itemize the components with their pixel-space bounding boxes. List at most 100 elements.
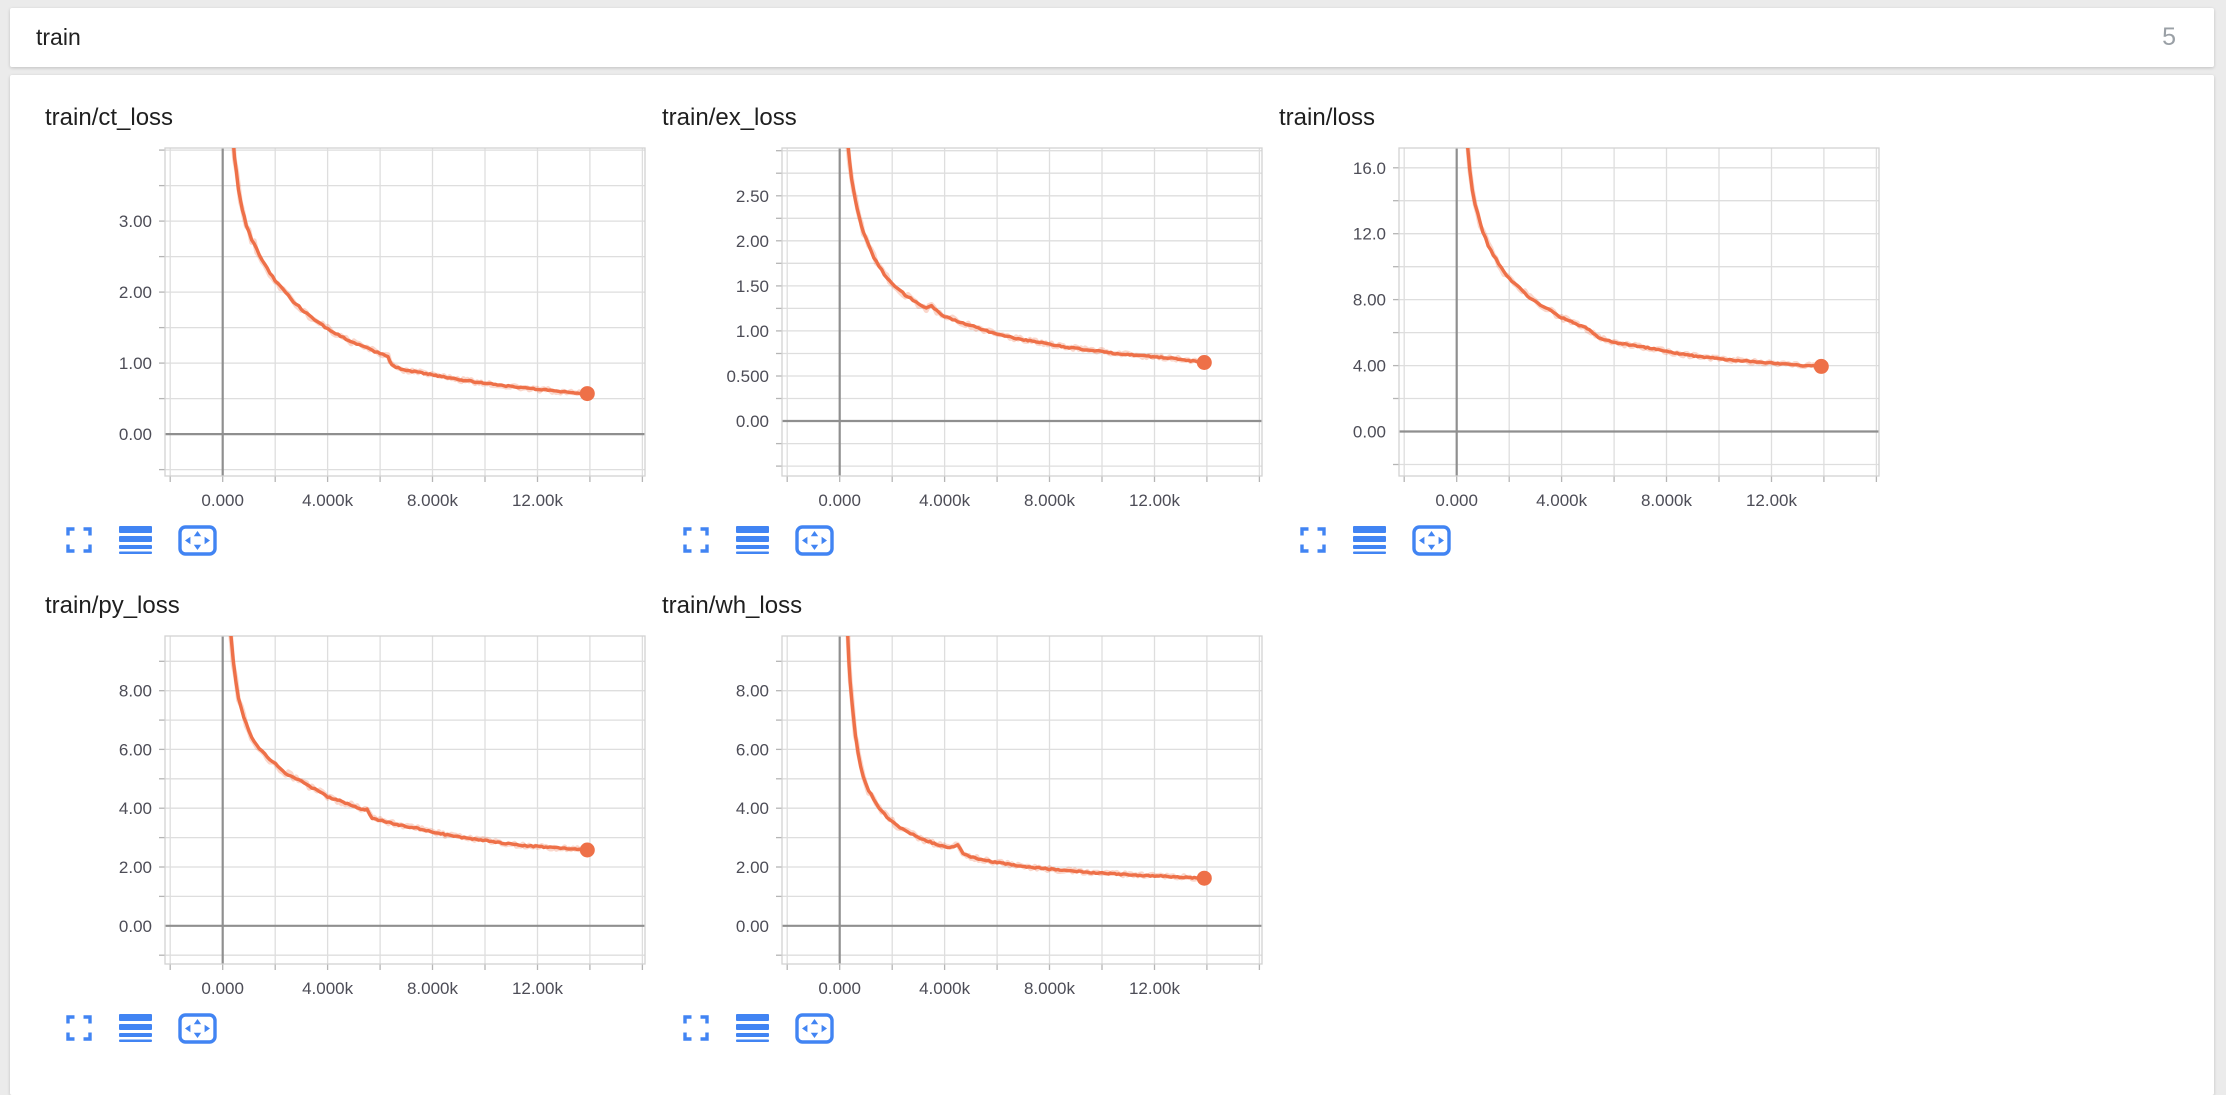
scalar-chart-card: train/wh_loss 0.00 2.00 4.00 6.00 8.00 0.000 4.… xyxy=(662,591,1279,1079)
svg-text:0.000: 0.000 xyxy=(201,979,244,998)
expand-chart-button[interactable] xyxy=(1299,526,1327,554)
scalar-chart-card: train/py_loss 0.00 2.00 4.00 6.00 8.00 0.000 4.… xyxy=(45,591,662,1079)
expand-icon xyxy=(683,1015,709,1041)
svg-text:4.00: 4.00 xyxy=(736,799,769,818)
loss-chart-plot[interactable]: 0.00 4.00 8.00 12.0 16.0 0.000 4.000k 8.000k 12.… xyxy=(1279,139,1887,516)
chart-title: train/ex_loss xyxy=(662,104,797,131)
log-scale-button[interactable] xyxy=(1353,526,1386,554)
fit-domain-button[interactable] xyxy=(795,1012,834,1044)
svg-text:2.00: 2.00 xyxy=(736,858,769,877)
chart-title: train/loss xyxy=(1279,104,1376,131)
svg-text:4.000k: 4.000k xyxy=(302,491,354,510)
svg-text:0.00: 0.00 xyxy=(736,917,769,936)
svg-text:1.00: 1.00 xyxy=(736,322,769,341)
expand-icon xyxy=(683,527,709,553)
chart-toolbar xyxy=(662,522,1279,558)
scalar-chart-card: train/loss 0.00 4.00 8.00 12.0 16.0 0.000 4.000… xyxy=(1279,103,1896,591)
fit-domain-button[interactable] xyxy=(1412,524,1451,556)
svg-text:8.000k: 8.000k xyxy=(407,491,459,510)
svg-text:3.00: 3.00 xyxy=(119,212,152,231)
svg-text:0.500: 0.500 xyxy=(726,367,769,386)
svg-text:4.000k: 4.000k xyxy=(1536,491,1588,510)
svg-text:8.000k: 8.000k xyxy=(1024,491,1076,510)
svg-text:0.000: 0.000 xyxy=(201,491,244,510)
chart-toolbar xyxy=(45,1010,662,1046)
expand-icon xyxy=(66,527,92,553)
log-scale-icon xyxy=(1353,526,1386,554)
expand-icon xyxy=(66,1015,92,1041)
expand-chart-button[interactable] xyxy=(65,526,93,554)
svg-text:8.000k: 8.000k xyxy=(1641,491,1693,510)
fit-domain-button[interactable] xyxy=(178,524,217,556)
log-scale-icon xyxy=(736,526,769,554)
svg-text:12.00k: 12.00k xyxy=(512,979,564,998)
svg-text:12.00k: 12.00k xyxy=(1746,491,1798,510)
svg-text:12.00k: 12.00k xyxy=(1129,491,1181,510)
fit-domain-button[interactable] xyxy=(178,1012,217,1044)
log-scale-button[interactable] xyxy=(736,1014,769,1042)
svg-text:8.000k: 8.000k xyxy=(1024,979,1076,998)
log-scale-button[interactable] xyxy=(736,526,769,554)
svg-text:0.00: 0.00 xyxy=(736,412,769,431)
svg-text:0.000: 0.000 xyxy=(818,979,861,998)
svg-text:4.000k: 4.000k xyxy=(919,491,971,510)
loss-chart-plot[interactable]: 0.00 2.00 4.00 6.00 8.00 0.000 4.000k 8.000k 12.… xyxy=(662,627,1270,1004)
chart-count-badge: 5 xyxy=(2162,23,2176,51)
svg-text:1.50: 1.50 xyxy=(736,277,769,296)
svg-text:4.000k: 4.000k xyxy=(919,979,971,998)
svg-text:0.00: 0.00 xyxy=(1353,423,1386,442)
expand-chart-button[interactable] xyxy=(65,1014,93,1042)
svg-text:0.000: 0.000 xyxy=(1435,491,1478,510)
fit-domain-button[interactable] xyxy=(795,524,834,556)
svg-text:8.000k: 8.000k xyxy=(407,979,459,998)
chart-toolbar xyxy=(1279,522,1896,558)
charts-grid: train/ct_loss 0.00 1.00 2.00 3.00 0.000 4.000k… xyxy=(45,103,2214,1079)
last-point-marker xyxy=(1196,870,1212,886)
svg-text:0.000: 0.000 xyxy=(818,491,861,510)
svg-text:8.00: 8.00 xyxy=(736,682,769,701)
svg-text:8.00: 8.00 xyxy=(1353,291,1386,310)
loss-chart-plot[interactable]: 0.00 0.500 1.00 1.50 2.00 2.50 0.000 4.000k 8.00… xyxy=(662,139,1270,516)
svg-text:2.00: 2.00 xyxy=(736,232,769,251)
svg-text:16.0: 16.0 xyxy=(1353,159,1386,178)
chart-title: train/py_loss xyxy=(45,592,180,619)
scalar-chart-card: train/ex_loss 0.00 0.500 1.00 1.50 2.00 2.50 0.… xyxy=(662,103,1279,591)
log-scale-icon xyxy=(736,1014,769,1042)
chart-toolbar xyxy=(662,1010,1279,1046)
log-scale-button[interactable] xyxy=(119,1014,152,1042)
log-scale-icon xyxy=(119,526,152,554)
svg-text:6.00: 6.00 xyxy=(736,740,769,759)
svg-text:4.000k: 4.000k xyxy=(302,979,354,998)
fit-domain-icon xyxy=(795,524,834,556)
expand-icon xyxy=(1300,527,1326,553)
last-point-marker xyxy=(1813,358,1829,374)
loss-chart-plot[interactable]: 0.00 1.00 2.00 3.00 0.000 4.000k 8.000k 12.00k xyxy=(45,139,653,516)
loss-chart-plot[interactable]: 0.00 2.00 4.00 6.00 8.00 0.000 4.000k 8.000k 12.… xyxy=(45,627,653,1004)
last-point-marker xyxy=(579,386,595,402)
expand-chart-button[interactable] xyxy=(682,526,710,554)
svg-text:2.00: 2.00 xyxy=(119,858,152,877)
last-point-marker xyxy=(1196,355,1212,370)
svg-text:6.00: 6.00 xyxy=(119,740,152,759)
svg-text:4.00: 4.00 xyxy=(119,799,152,818)
svg-text:1.00: 1.00 xyxy=(119,354,152,373)
fit-domain-icon xyxy=(178,1012,217,1044)
section-content-card: train/ct_loss 0.00 1.00 2.00 3.00 0.000 4.000k… xyxy=(10,75,2214,1095)
scalar-chart-card: train/ct_loss 0.00 1.00 2.00 3.00 0.000 4.000k… xyxy=(45,103,662,591)
section-title: train xyxy=(36,24,81,50)
last-point-marker xyxy=(579,842,595,858)
fit-domain-icon xyxy=(1412,524,1451,556)
log-scale-button[interactable] xyxy=(119,526,152,554)
svg-text:2.00: 2.00 xyxy=(119,283,152,302)
expand-chart-button[interactable] xyxy=(682,1014,710,1042)
svg-text:12.00k: 12.00k xyxy=(1129,979,1181,998)
svg-text:8.00: 8.00 xyxy=(119,682,152,701)
svg-text:0.00: 0.00 xyxy=(119,917,152,936)
svg-text:0.00: 0.00 xyxy=(119,425,152,444)
chart-title: train/wh_loss xyxy=(662,592,803,619)
fit-domain-icon xyxy=(795,1012,834,1044)
chart-title: train/ct_loss xyxy=(45,104,174,131)
svg-text:4.00: 4.00 xyxy=(1353,357,1386,376)
svg-text:2.50: 2.50 xyxy=(736,187,769,206)
run-section-header[interactable]: train 5 xyxy=(10,8,2214,67)
